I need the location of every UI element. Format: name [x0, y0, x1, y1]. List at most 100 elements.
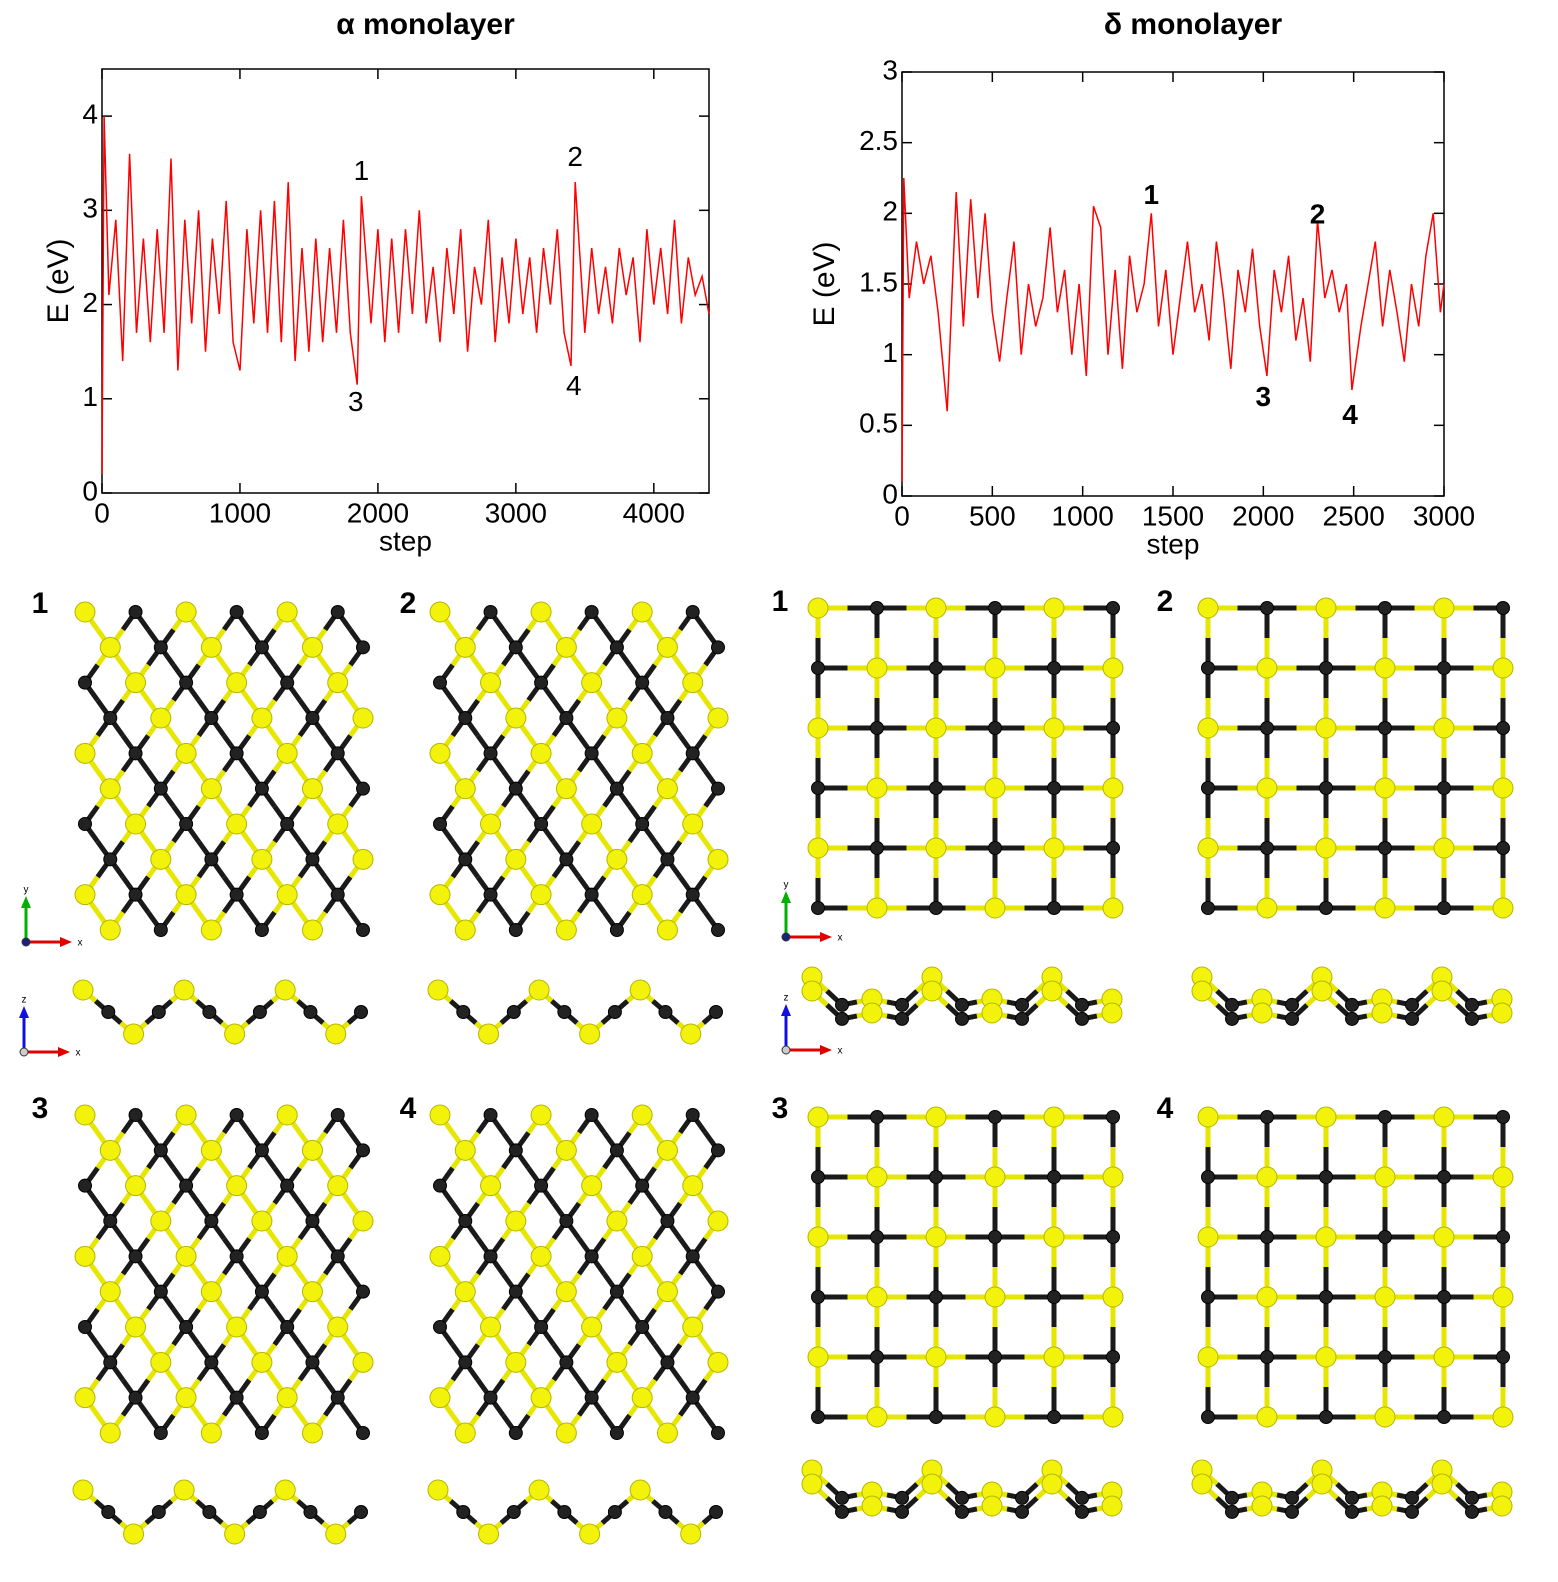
atom	[330, 1249, 345, 1264]
atom	[202, 1005, 217, 1019]
atom	[1374, 777, 1396, 799]
atom	[1345, 1504, 1359, 1519]
atom	[1047, 1170, 1061, 1184]
atom	[1405, 997, 1419, 1012]
atom	[988, 841, 1002, 855]
atom	[1465, 997, 1479, 1012]
triad-right-head	[60, 937, 72, 947]
atom	[128, 1390, 143, 1405]
triad-label: y	[784, 880, 789, 891]
atom	[584, 887, 599, 902]
atom	[505, 707, 527, 729]
y-tick-label: 1.5	[859, 266, 898, 297]
atom	[506, 1505, 521, 1519]
atom	[1043, 1346, 1065, 1368]
atom	[173, 979, 195, 1001]
atom	[224, 1523, 246, 1545]
atom	[125, 813, 147, 835]
atom	[579, 1523, 601, 1545]
atom	[711, 1426, 725, 1440]
atom	[224, 1023, 246, 1045]
atom	[609, 1284, 624, 1299]
atom	[200, 1139, 222, 1161]
atom	[685, 1249, 700, 1264]
atom	[1465, 1011, 1479, 1026]
atom	[229, 605, 244, 619]
alpha-top-view	[74, 601, 374, 941]
atom	[103, 1214, 118, 1228]
atom	[711, 781, 725, 796]
atom	[1225, 1504, 1239, 1519]
atom	[303, 1005, 318, 1019]
atom	[1492, 897, 1514, 919]
atom	[254, 1426, 269, 1440]
y-tick-label: 2	[82, 287, 98, 318]
atom	[276, 601, 298, 623]
panel-label: 3	[772, 1092, 789, 1125]
atom	[925, 1346, 947, 1368]
panel-label: 1	[32, 587, 49, 620]
atom	[103, 1355, 118, 1370]
atom	[1075, 997, 1089, 1012]
atom	[811, 661, 825, 675]
atom	[74, 1104, 96, 1126]
atom	[607, 1505, 622, 1519]
triad-up-head	[19, 1006, 29, 1018]
atom	[429, 1245, 451, 1267]
atom	[456, 1005, 471, 1019]
atom	[1374, 1166, 1396, 1188]
atom	[534, 1178, 549, 1193]
alpha-top-view	[74, 1104, 374, 1444]
atom	[72, 979, 94, 1001]
atom	[1201, 1290, 1215, 1304]
atom	[609, 640, 624, 655]
delta-side-view	[801, 1459, 1123, 1519]
atom	[925, 1106, 947, 1128]
annotation: 2	[1310, 199, 1326, 230]
delta-top-view	[807, 1106, 1124, 1428]
atom	[1102, 897, 1124, 919]
x-tick-label: 1000	[209, 497, 271, 528]
atom	[660, 1214, 675, 1228]
atom	[955, 1504, 969, 1519]
atom	[685, 605, 700, 619]
atom	[1465, 1504, 1479, 1519]
atom	[483, 605, 498, 619]
atom	[1437, 901, 1451, 915]
atom	[656, 1422, 678, 1444]
atom	[711, 923, 725, 937]
atom	[175, 742, 197, 764]
atom	[1256, 897, 1278, 919]
atom	[635, 675, 650, 690]
atom	[682, 1316, 704, 1338]
atom	[252, 1005, 267, 1019]
delta-side-view	[1191, 966, 1513, 1026]
atom	[1491, 1495, 1513, 1517]
atom	[78, 1178, 92, 1193]
atom	[1496, 841, 1510, 855]
atom	[807, 1346, 829, 1368]
atom	[356, 923, 370, 937]
atom	[1433, 717, 1455, 739]
atom	[1251, 1002, 1273, 1024]
atom	[584, 746, 599, 761]
atom	[1201, 1170, 1215, 1184]
atom	[1101, 1495, 1123, 1517]
atom	[629, 979, 651, 1001]
atom	[508, 1426, 523, 1440]
y-tick-label: 1	[82, 381, 98, 412]
atom	[581, 1175, 603, 1197]
atom	[1319, 901, 1333, 915]
atom	[1311, 980, 1333, 1002]
atom	[175, 1245, 197, 1267]
atom	[202, 1505, 217, 1519]
triad-origin	[781, 1045, 791, 1055]
atom	[801, 1473, 823, 1495]
atom	[276, 1387, 298, 1409]
atom	[454, 636, 476, 658]
atom	[433, 1178, 447, 1193]
atom	[125, 672, 147, 694]
atom	[895, 997, 909, 1012]
atom	[179, 1178, 194, 1193]
